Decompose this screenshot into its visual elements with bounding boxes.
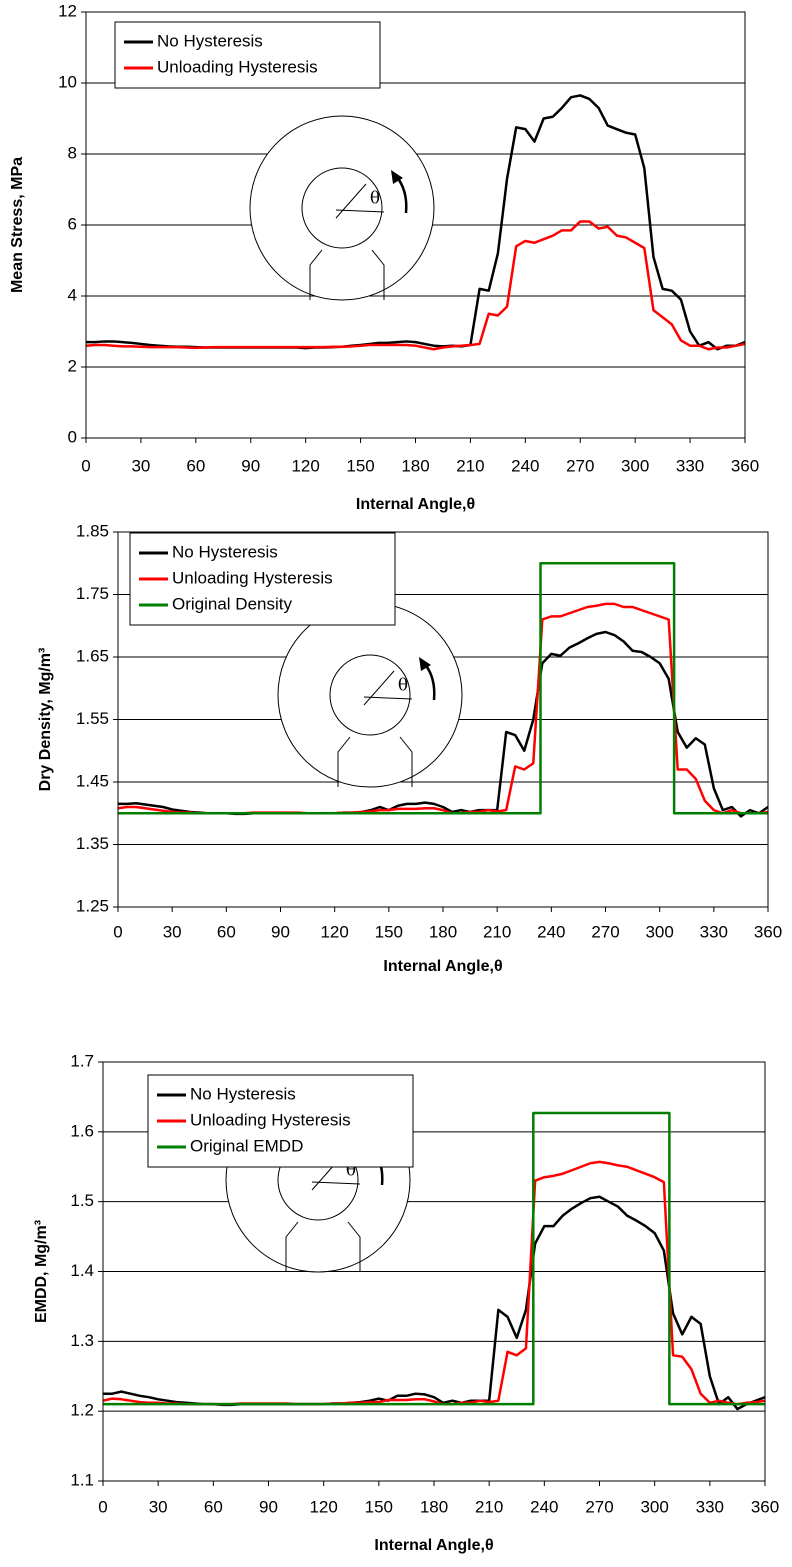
y-tick-label: 1.75 — [76, 584, 109, 603]
x-tick-label: 300 — [640, 1497, 668, 1516]
legend-label: No Hysteresis — [172, 542, 278, 561]
x-tick-label: 180 — [429, 922, 457, 941]
y-axis-title: Dry Density, Mg/m³ — [37, 648, 54, 792]
plot-frame — [85, 11, 746, 439]
x-tick-label: 90 — [271, 922, 290, 941]
x-tick-label: 240 — [511, 456, 539, 475]
arrow-head — [419, 657, 431, 671]
pedestal — [309, 249, 385, 300]
x-tick-label: 150 — [346, 456, 374, 475]
legend-label: Unloading Hysteresis — [157, 57, 318, 76]
x-tick-label: 300 — [621, 456, 649, 475]
x-tick-label: 30 — [163, 922, 182, 941]
angle-ray — [363, 670, 395, 706]
pedestal — [337, 736, 413, 787]
y-tick-label: 1.25 — [76, 896, 109, 915]
legend-label: Unloading Hysteresis — [190, 1110, 351, 1129]
x-tick-label: 180 — [420, 1497, 448, 1516]
x-tick-label: 0 — [113, 922, 122, 941]
y-tick-label: 1.35 — [76, 834, 109, 853]
y-tick-label: 1.4 — [70, 1261, 94, 1280]
x-tick-label: 150 — [365, 1497, 393, 1516]
series-line — [85, 220, 746, 351]
x-tick-label: 360 — [754, 922, 782, 941]
angle-ray — [335, 183, 367, 219]
x-tick-label: 90 — [241, 456, 260, 475]
x-tick-label: 240 — [537, 922, 565, 941]
y-tick-label: 2 — [68, 356, 77, 375]
y-tick-label: 6 — [68, 214, 77, 233]
arrow-head — [391, 170, 403, 184]
x-tick-label: 210 — [456, 456, 484, 475]
y-tick-label: 1.2 — [70, 1401, 94, 1420]
y-tick-label: 1.55 — [76, 709, 109, 728]
y-tick-label: 1.3 — [70, 1331, 94, 1350]
x-axis-title: Internal Angle,θ — [356, 496, 475, 513]
inset-label: θ — [346, 1161, 356, 1181]
x-tick-label: 270 — [566, 456, 594, 475]
x-tick-label: 0 — [98, 1497, 107, 1516]
y-tick-label: 1.65 — [76, 646, 109, 665]
legend-label: No Hysteresis — [190, 1084, 296, 1103]
y-axis-title: Mean Stress, MPa — [9, 157, 26, 293]
x-tick-label: 120 — [320, 922, 348, 941]
x-tick-label: 360 — [751, 1497, 779, 1516]
y-tick-label: 8 — [68, 143, 77, 162]
y-tick-label: 1.1 — [70, 1470, 94, 1489]
x-tick-label: 60 — [217, 922, 236, 941]
angle-base — [311, 1181, 361, 1185]
angle-base — [363, 696, 413, 700]
y-tick-label: 1.5 — [70, 1191, 94, 1210]
legend-label: No Hysteresis — [157, 31, 263, 50]
y-tick-label: 0 — [68, 427, 77, 446]
x-tick-label: 210 — [475, 1497, 503, 1516]
legend-box — [114, 21, 381, 89]
inset-diagram — [249, 115, 435, 301]
x-tick-label: 330 — [700, 922, 728, 941]
x-axis-title: Internal Angle,θ — [374, 1537, 493, 1554]
x-tick-label: 360 — [731, 456, 759, 475]
pedestal — [285, 1221, 361, 1272]
x-tick-label: 300 — [645, 922, 673, 941]
inset-label: θ — [398, 676, 408, 696]
x-tick-label: 150 — [375, 922, 403, 941]
plot-frame — [117, 531, 769, 908]
x-tick-label: 30 — [149, 1497, 168, 1516]
legend-label: Unloading Hysteresis — [172, 568, 333, 587]
y-tick-label: 1.45 — [76, 771, 109, 790]
y-tick-label: 1.7 — [70, 1051, 94, 1070]
x-tick-label: 60 — [186, 456, 205, 475]
y-tick-label: 1.85 — [76, 521, 109, 540]
x-tick-label: 180 — [401, 456, 429, 475]
legend-box — [129, 532, 396, 626]
legend-label: Original EMDD — [190, 1136, 303, 1155]
y-tick-label: 10 — [58, 72, 77, 91]
x-tick-label: 30 — [131, 456, 150, 475]
legend-label: Original Density — [172, 594, 292, 613]
y-tick-label: 4 — [68, 285, 77, 304]
x-tick-label: 330 — [696, 1497, 724, 1516]
x-tick-label: 120 — [291, 456, 319, 475]
series-line — [118, 562, 768, 815]
x-tick-label: 240 — [530, 1497, 558, 1516]
x-tick-label: 60 — [204, 1497, 223, 1516]
inset-diagram — [277, 602, 463, 788]
y-tick-label: 12 — [58, 1, 77, 20]
y-axis-title: EMDD, Mg/m³ — [33, 1220, 50, 1323]
x-tick-label: 330 — [676, 456, 704, 475]
plot-frame — [102, 1061, 766, 1482]
x-tick-label: 0 — [81, 456, 90, 475]
x-tick-label: 270 — [585, 1497, 613, 1516]
x-tick-label: 120 — [309, 1497, 337, 1516]
x-axis-title: Internal Angle,θ — [383, 958, 502, 975]
y-tick-label: 1.6 — [70, 1121, 94, 1140]
inset-label: θ — [370, 189, 380, 209]
x-tick-label: 210 — [483, 922, 511, 941]
series-line — [103, 1111, 765, 1406]
x-tick-label: 90 — [259, 1497, 278, 1516]
x-tick-label: 270 — [591, 922, 619, 941]
legend-box — [147, 1074, 414, 1168]
angle-base — [335, 209, 385, 213]
